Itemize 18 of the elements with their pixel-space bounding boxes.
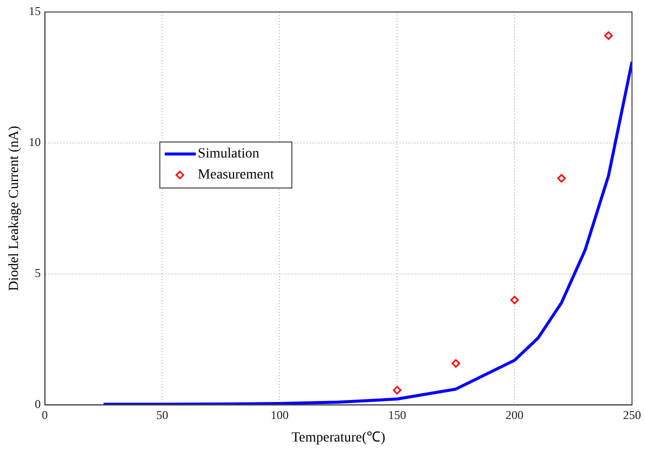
x-tick-label: 50 (156, 408, 168, 422)
x-tick-label: 200 (506, 408, 524, 422)
x-tick-label: 150 (388, 408, 406, 422)
point (392, 386, 402, 394)
point (510, 296, 519, 304)
point (557, 174, 566, 183)
y-axis-title: Diodel Leakage Current (nA) (7, 125, 22, 292)
y-tick-label: 10 (28, 135, 41, 150)
y-tick-label: 5 (34, 266, 41, 280)
x-tick-label: 100 (270, 408, 289, 422)
x-tick-label: 250 (623, 408, 641, 422)
point (604, 31, 613, 40)
legend-label: Simulation (198, 146, 260, 162)
y-tick-label: 0 (34, 396, 41, 411)
x-axis-title: Temperature(℃) (291, 430, 386, 446)
legend-label: Measurement (198, 168, 274, 183)
y-tick-label: 15 (28, 4, 41, 18)
point (452, 359, 460, 368)
